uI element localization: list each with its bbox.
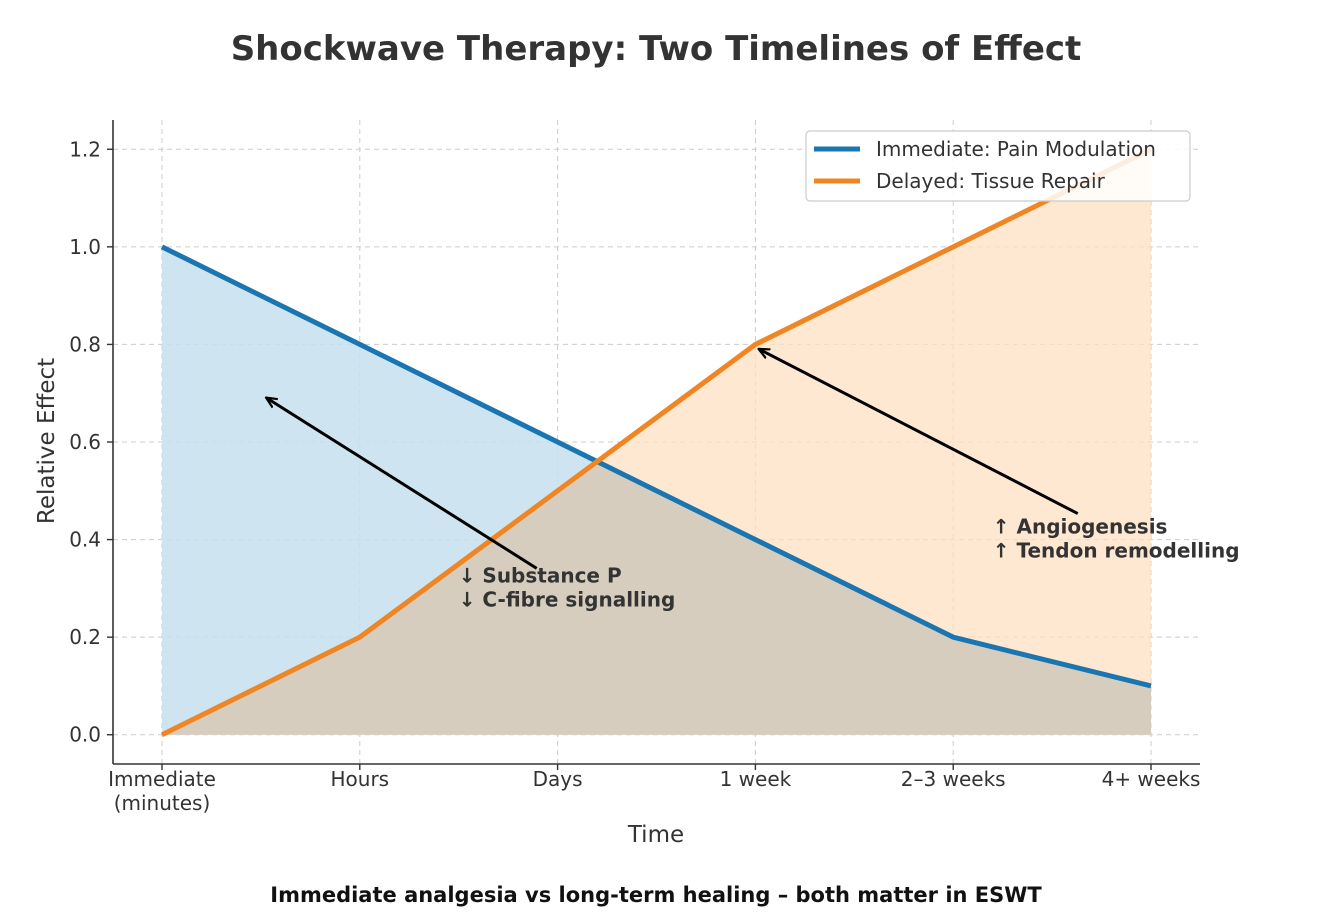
tick-labels: 0.0 0.2 0.4 0.6 0.8 1.0 1.2 Immediate (minutes) H… bbox=[69, 137, 1200, 815]
y-tick-label: 1.2 bbox=[69, 137, 101, 161]
legend: Immediate: Pain Modulation Delayed: Tissu… bbox=[805, 130, 1191, 202]
y-tick-label: 0.4 bbox=[69, 528, 101, 552]
x-axis-label: Time bbox=[627, 822, 684, 848]
x-tick-label: 4+ weeks bbox=[1102, 767, 1201, 791]
y-tick-label: 0.0 bbox=[69, 723, 101, 747]
annotation-arrow-2 bbox=[759, 349, 1079, 515]
overlap-area bbox=[162, 461, 1151, 735]
x-tick-label: Days bbox=[533, 767, 583, 791]
y-tick-label: 0.2 bbox=[69, 625, 101, 649]
y-tick-label: 0.8 bbox=[69, 332, 101, 356]
chart-title: Shockwave Therapy: Two Timelines of Effe… bbox=[231, 29, 1082, 69]
series-line-2 bbox=[160, 147, 1153, 737]
series-area-2 bbox=[162, 149, 1151, 735]
series-lines bbox=[160, 147, 1153, 737]
y-tick-label: 1.0 bbox=[69, 235, 101, 259]
y-tick-label: 0.6 bbox=[69, 430, 101, 454]
y-axis-label: Relative Effect bbox=[34, 358, 60, 524]
series-line-1 bbox=[160, 244, 1152, 689]
annotation-text-1: ↓ Substance P ↓ C-fibre signalling bbox=[459, 563, 676, 611]
x-tick-label: 2–3 weeks bbox=[901, 767, 1006, 791]
x-tick-label: Hours bbox=[331, 767, 390, 791]
legend-label-1: Immediate: Pain Modulation bbox=[876, 137, 1156, 161]
annotation-arrow-1 bbox=[267, 398, 538, 570]
x-tick-label: Immediate (minutes) bbox=[108, 767, 216, 815]
chart-caption: Immediate analgesia vs long-term healing… bbox=[270, 883, 1042, 907]
legend-label-2: Delayed: Tissue Repair bbox=[876, 169, 1106, 193]
x-tick-label: 1 week bbox=[720, 767, 792, 791]
axes bbox=[107, 120, 1200, 770]
legend-box bbox=[805, 130, 1191, 202]
annotations: ↓ Substance P ↓ C-fibre signalling ↑ Angio… bbox=[267, 349, 1240, 611]
annotation-text-2: ↑ Angiogenesis ↑ Tendon remodelling bbox=[993, 515, 1240, 563]
